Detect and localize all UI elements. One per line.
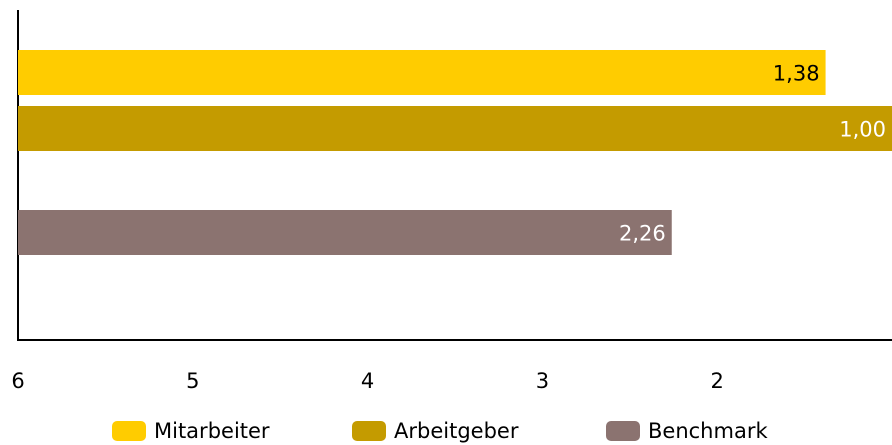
bar xyxy=(18,106,892,151)
x-tick-label: 5 xyxy=(186,369,199,393)
legend-label: Mitarbeiter xyxy=(154,419,270,443)
bar xyxy=(18,50,826,95)
legend-swatch xyxy=(352,421,386,441)
x-tick-label: 2 xyxy=(711,369,724,393)
legend-swatch xyxy=(606,421,640,441)
x-tick-label: 4 xyxy=(361,369,374,393)
value-label: 2,26 xyxy=(619,222,666,246)
x-tick-label: 3 xyxy=(536,369,549,393)
x-tick-label: 6 xyxy=(11,369,24,393)
value-label: 1,38 xyxy=(773,62,820,86)
legend-swatch xyxy=(112,421,146,441)
legend-label: Benchmark xyxy=(648,419,768,443)
bar xyxy=(18,210,672,255)
legend-label: Arbeitgeber xyxy=(394,419,519,443)
value-label: 1,00 xyxy=(839,118,886,142)
